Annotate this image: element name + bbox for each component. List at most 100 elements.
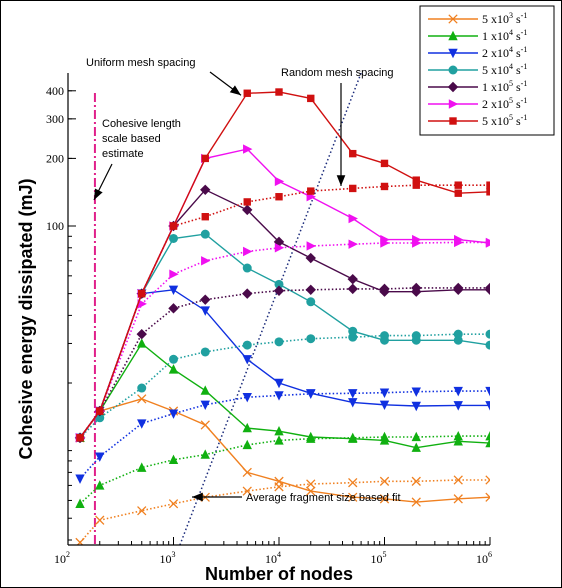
uniform-point: [200, 306, 210, 316]
legend-marker: [448, 99, 459, 109]
y-tick-label: 400: [46, 84, 64, 98]
uniform-point: [411, 497, 421, 507]
random-point: [274, 435, 284, 445]
uniform-point: [348, 398, 358, 408]
uniform-point: [411, 335, 421, 345]
random-point: [242, 486, 252, 496]
random-point: [274, 391, 284, 401]
uniform-point: [275, 88, 283, 96]
series-7: [76, 88, 490, 442]
uniform-point: [454, 189, 462, 197]
random-point: [380, 182, 389, 191]
legend-entry: 2 x104 s-1: [428, 45, 527, 60]
random-point: [485, 386, 490, 397]
cohesive-label-line2: scale based: [102, 133, 161, 145]
random-point: [243, 198, 251, 206]
random-point: [347, 283, 358, 295]
uniform-point: [306, 297, 316, 307]
legend-entry: 2 x105 s-1: [428, 96, 527, 111]
legend-entry: 1 x104 s-1: [428, 28, 527, 43]
uniform-mesh-line: [79, 398, 490, 503]
axes-layer: 102 103 104 105 106 100 200 300 400 Number of nod…: [16, 73, 492, 584]
uniform-point: [243, 89, 251, 97]
random-point: [349, 184, 357, 193]
uniform-point: [349, 149, 357, 158]
uniform-point: [454, 234, 464, 245]
random-point: [95, 480, 105, 490]
uniform-point: [348, 433, 358, 443]
x-tick-label: 104: [265, 550, 281, 566]
reference-lines: [93, 73, 362, 545]
uniform-point: [137, 394, 147, 404]
random-point: [348, 239, 358, 249]
legend-entry: 5 x104 s-1: [428, 62, 527, 77]
series-2: [75, 338, 490, 508]
random-point: [274, 337, 284, 347]
legend: 5 x103 s-1 1 x104 s-1 2 x104 s-1 5 x104 s-1…: [419, 5, 555, 136]
y-tick-label: 300: [46, 112, 64, 126]
uniform-point: [453, 335, 463, 345]
uniform-point: [485, 340, 490, 350]
uniform-mesh-label: Uniform mesh spacing: [86, 57, 195, 69]
uniform-point: [200, 184, 211, 195]
random-point: [75, 537, 85, 545]
legend-label: 5 x104 s-1: [482, 62, 527, 77]
uniform-point: [453, 436, 463, 446]
uniform-point: [273, 236, 285, 248]
uniform-point: [411, 286, 422, 297]
uniform-point: [348, 492, 358, 502]
uniform-point: [274, 476, 284, 486]
random-point: [242, 439, 252, 450]
random-point: [136, 328, 147, 340]
uniform-point: [242, 204, 253, 216]
legend-label: 2 x105 s-1: [482, 96, 527, 111]
random-point: [137, 299, 147, 309]
random-point: [274, 243, 285, 253]
legend-marker: [448, 14, 458, 24]
series-layer: [74, 88, 490, 545]
random-point: [273, 285, 285, 296]
random-point: [348, 478, 358, 488]
uniform-point: [137, 338, 147, 348]
uniform-point: [380, 159, 389, 168]
random-point: [243, 246, 253, 257]
uniform-point: [274, 176, 285, 187]
random-point: [306, 241, 316, 251]
random-point: [137, 419, 147, 429]
random-point: [242, 392, 252, 403]
uniform-point: [305, 252, 316, 264]
uniform-point: [348, 326, 358, 336]
uniform-point: [412, 176, 420, 184]
uniform-point: [412, 234, 422, 245]
uniform-point: [169, 222, 178, 230]
cohesive-label-line1: Cohesive length: [102, 118, 181, 130]
uniform-point: [380, 234, 390, 245]
random-point: [454, 181, 462, 189]
random-point: [306, 479, 316, 489]
uniform-point: [168, 364, 179, 374]
fragment-fit-label: Average fragment size based fit: [246, 492, 401, 504]
random-point: [411, 476, 421, 486]
legend-label: 1 x104 s-1: [482, 28, 527, 43]
random-point: [168, 409, 179, 419]
legend-entry: 1 x105 s-1: [428, 79, 527, 94]
x-tick-label: 105: [371, 550, 387, 566]
random-point: [137, 506, 147, 516]
uniform-point: [243, 144, 253, 154]
uniform-point: [348, 213, 358, 224]
x-tick-label: 103: [160, 550, 176, 566]
random-point: [242, 340, 252, 350]
uniform-point: [485, 437, 490, 448]
uniform-point: [306, 486, 316, 496]
cohesive-label-line3: estimate: [102, 148, 144, 160]
random-point: [411, 387, 421, 397]
random-point: [95, 515, 105, 525]
random-point: [95, 413, 105, 423]
uniform-point: [453, 284, 464, 295]
random-point: [169, 269, 179, 279]
random-point: [168, 499, 179, 509]
series-3: [75, 285, 490, 484]
uniform-mesh-line: [79, 188, 490, 439]
uniform-point: [76, 434, 84, 442]
